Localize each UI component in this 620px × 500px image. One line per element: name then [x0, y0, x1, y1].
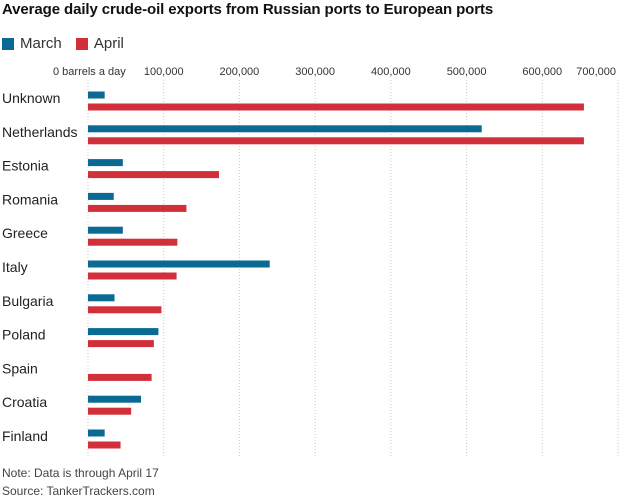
- bar-april-italy: [88, 272, 177, 280]
- category-label: Bulgaria: [2, 293, 54, 309]
- chart-title: Average daily crude-oil exports from Rus…: [2, 1, 494, 18]
- bar-april-bulgaria: [88, 306, 162, 314]
- legend-swatch-april: [75, 37, 88, 50]
- x-tick-label: 600,000: [522, 66, 562, 78]
- category-label: Spain: [2, 360, 38, 376]
- category-label: Croatia: [2, 394, 47, 410]
- x-tick-label: 100,000: [144, 66, 184, 78]
- bar-april-finland: [88, 441, 121, 449]
- bar-march-italy: [88, 260, 270, 268]
- category-label: Italy: [2, 259, 28, 275]
- x-tick-label: 500,000: [447, 66, 487, 78]
- category-label: Romania: [2, 191, 58, 207]
- legend-label-march: March: [20, 35, 62, 52]
- legend-label-april: April: [93, 35, 124, 52]
- bar-march-romania: [88, 192, 114, 200]
- bar-march-netherlands: [88, 125, 482, 133]
- category-label: Poland: [2, 327, 46, 343]
- bar-march-poland: [88, 328, 159, 336]
- x-tick-label: 200,000: [220, 66, 260, 78]
- x-tick-label: 0 barrels a day: [53, 66, 126, 78]
- category-label: Greece: [2, 225, 48, 241]
- bar-march-bulgaria: [88, 294, 115, 302]
- bar-april-netherlands: [88, 137, 584, 145]
- bar-april-croatia: [88, 407, 132, 415]
- bar-april-poland: [88, 340, 154, 348]
- x-tick-label: 300,000: [295, 66, 335, 78]
- legend-item-april: April: [75, 35, 124, 52]
- bar-march-finland: [88, 429, 105, 437]
- legend-swatch-march: [2, 37, 14, 50]
- bar-chart: 0 barrels a day 100,000 200,000 300,000 400,…: [2, 66, 619, 456]
- bar-april-estonia: [88, 171, 219, 179]
- bar-april-romania: [88, 204, 187, 212]
- category-label: Netherlands: [2, 124, 78, 140]
- x-tick-label: 700,000: [576, 66, 616, 78]
- category-label: Unknown: [2, 90, 60, 106]
- chart-legend: March April: [2, 35, 134, 53]
- bar-april-spain: [88, 373, 152, 381]
- category-label: Estonia: [2, 158, 49, 174]
- bar-april-unknown: [88, 103, 584, 111]
- bar-march-croatia: [88, 395, 141, 403]
- x-tick-label: 400,000: [371, 66, 411, 78]
- bar-march-unknown: [88, 91, 105, 99]
- legend-item-march: March: [2, 35, 62, 52]
- note-text: Note: Data is through April 17: [2, 466, 159, 480]
- source-text: Source: TankerTrackers.com: [2, 484, 155, 498]
- bar-march-greece: [88, 226, 123, 234]
- category-label: Finland: [2, 428, 48, 444]
- bar-april-greece: [88, 238, 178, 246]
- bar-march-estonia: [88, 159, 123, 167]
